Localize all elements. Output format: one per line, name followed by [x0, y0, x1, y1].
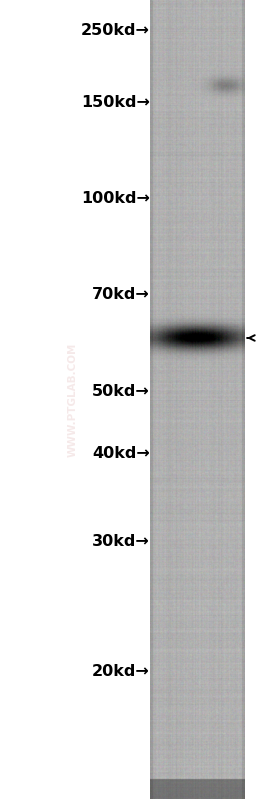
Text: 100kd→: 100kd→: [81, 191, 150, 205]
Text: 20kd→: 20kd→: [92, 664, 150, 678]
Text: 150kd→: 150kd→: [81, 95, 150, 109]
Text: 40kd→: 40kd→: [92, 447, 150, 461]
Text: 250kd→: 250kd→: [81, 23, 150, 38]
Text: 50kd→: 50kd→: [92, 384, 150, 399]
Text: 70kd→: 70kd→: [92, 287, 150, 301]
Text: WWW.PTGLAB.COM: WWW.PTGLAB.COM: [68, 342, 78, 457]
Text: 30kd→: 30kd→: [92, 535, 150, 549]
